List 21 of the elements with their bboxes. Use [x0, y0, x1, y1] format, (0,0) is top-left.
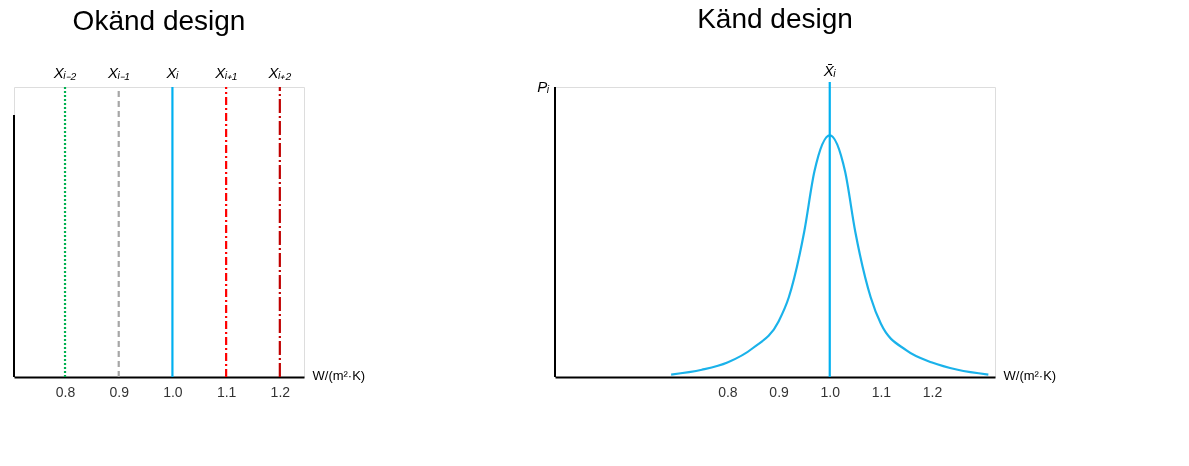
series-label: Xᵢ₋₂	[52, 64, 77, 81]
series-label: Xᵢ₊₁	[214, 64, 238, 81]
chart-title: Känd design	[697, 3, 853, 34]
x-axis-title: W/(m²·K)	[312, 367, 366, 383]
x-tick-label: 1.1	[871, 383, 892, 400]
x-axis-title: W/(m²·K)	[1003, 367, 1057, 383]
ref-line-label: X̄ᵢ	[822, 62, 837, 79]
x-tick-label: 1.1	[216, 383, 237, 400]
x-tick-label: 0.9	[109, 383, 130, 400]
series-label: Xᵢ₊₂	[267, 64, 292, 81]
x-tick-label: 1.0	[820, 383, 841, 400]
y-axis-title: Pᵢ	[537, 78, 551, 95]
x-tick-label: 0.8	[55, 383, 76, 400]
series-label: Xᵢ₋₁	[106, 64, 130, 81]
series-label: Xᵢ	[165, 64, 180, 81]
x-tick-label: 1.2	[922, 383, 943, 400]
x-tick-label: 1.0	[163, 383, 183, 400]
x-tick-label: 1.2	[270, 383, 291, 400]
chart-title: Okänd design	[72, 5, 246, 36]
x-tick-label: 0.8	[718, 383, 738, 400]
x-tick-label: 0.9	[769, 383, 790, 400]
